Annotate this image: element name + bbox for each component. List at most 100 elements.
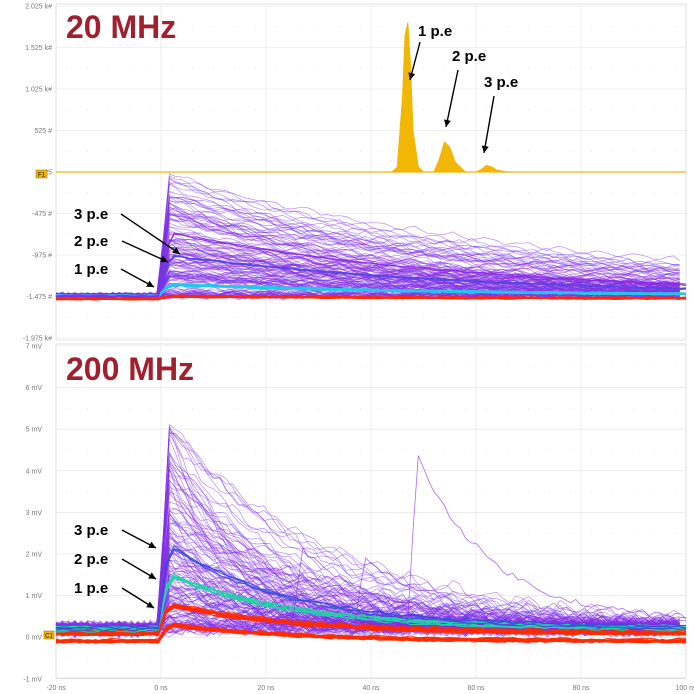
grid-dot xyxy=(633,316,634,318)
grid-dot xyxy=(318,109,319,111)
grid-dot xyxy=(66,26,67,28)
panel-title-200mhz: 200 MHz xyxy=(66,351,194,387)
grid-dot xyxy=(528,150,529,152)
grid-dot xyxy=(297,449,298,451)
grid-dot xyxy=(402,316,403,318)
grid-dot xyxy=(675,316,676,318)
grid-dot xyxy=(654,491,655,493)
grid-dot xyxy=(486,109,487,111)
grid-dot xyxy=(360,532,361,534)
grid-dot xyxy=(402,67,403,69)
channel-marker-c1: C1 xyxy=(43,630,55,640)
y-tick-label: -975 # xyxy=(32,253,52,260)
grid-dot xyxy=(612,150,613,152)
grid-dot xyxy=(528,491,529,493)
grid-dot xyxy=(591,532,592,534)
waveform-band-1pe xyxy=(55,603,687,633)
grid-dot xyxy=(318,657,319,659)
grid-dot xyxy=(360,26,361,28)
grid-dot xyxy=(108,407,109,409)
grid-dot xyxy=(234,192,235,194)
channel-marker-label: C1 xyxy=(45,634,53,640)
grid-dot xyxy=(318,316,319,318)
grid-dot xyxy=(255,491,256,493)
grid-dot xyxy=(129,657,130,659)
grid-dot xyxy=(654,407,655,409)
grid-dot xyxy=(339,657,340,659)
grid-dot xyxy=(108,192,109,194)
grid-dot xyxy=(234,366,235,368)
grid-dot xyxy=(108,532,109,534)
grid-dot xyxy=(339,366,340,368)
grid-dot xyxy=(633,407,634,409)
grid-dot xyxy=(486,192,487,194)
grid-dot xyxy=(633,449,634,451)
x-tick-label: 80 ns xyxy=(572,685,590,692)
grid-dot xyxy=(381,150,382,152)
grid-dot xyxy=(591,67,592,69)
grid-dot xyxy=(591,26,592,28)
grid-dot xyxy=(465,26,466,28)
x-tick-label: 60 ns xyxy=(467,685,485,692)
grid-dot xyxy=(360,192,361,194)
grid-dot xyxy=(108,150,109,152)
grid-dot xyxy=(129,366,130,368)
grid-dot xyxy=(444,532,445,534)
grid-dot xyxy=(486,26,487,28)
x-tick-label: 20 ns xyxy=(257,685,275,692)
y-tick-label: 4 mV xyxy=(26,468,43,475)
grid-dot xyxy=(675,109,676,111)
grid-dot xyxy=(549,574,550,576)
grid-dot xyxy=(318,67,319,69)
grid-dot xyxy=(633,491,634,493)
grid-dot xyxy=(234,67,235,69)
grid-dot xyxy=(654,574,655,576)
grid-dot xyxy=(423,532,424,534)
grid-dot xyxy=(507,109,508,111)
grid-dot xyxy=(192,316,193,318)
grid-dot xyxy=(528,26,529,28)
grid-dot xyxy=(66,67,67,69)
pe-annotation-label: 1 p.e xyxy=(74,580,108,597)
grid-dot xyxy=(465,657,466,659)
grid-dot xyxy=(528,407,529,409)
grid-dot xyxy=(339,407,340,409)
grid-dot xyxy=(150,657,151,659)
grid-dot xyxy=(108,275,109,277)
grid-dot xyxy=(297,233,298,235)
grid-dot xyxy=(423,491,424,493)
traces-20mhz xyxy=(55,173,687,301)
grid-dot xyxy=(66,491,67,493)
grid-dot xyxy=(675,491,676,493)
grid-dot xyxy=(234,449,235,451)
grid-dot xyxy=(654,449,655,451)
y-tick-label: 525 # xyxy=(34,128,52,135)
grid-dot xyxy=(612,67,613,69)
grid-dot xyxy=(87,26,88,28)
grid-dot xyxy=(276,657,277,659)
grid-dot xyxy=(654,657,655,659)
grid-dot xyxy=(66,657,67,659)
grid-dot xyxy=(549,26,550,28)
grid-dot xyxy=(360,407,361,409)
grid-dot xyxy=(129,449,130,451)
grid-dot xyxy=(612,491,613,493)
grid-dot xyxy=(591,657,592,659)
grid-dot xyxy=(402,233,403,235)
grid-dot xyxy=(507,491,508,493)
grid-dot xyxy=(570,233,571,235)
grid-dot xyxy=(297,150,298,152)
grid-dot xyxy=(675,150,676,152)
grid-dot xyxy=(150,407,151,409)
grid-dot xyxy=(192,109,193,111)
grid-dot xyxy=(381,316,382,318)
grid-dot xyxy=(381,233,382,235)
grid-dot xyxy=(339,316,340,318)
grid-dot xyxy=(150,192,151,194)
grid-dot xyxy=(87,192,88,194)
grid-dot xyxy=(150,366,151,368)
grid-dot xyxy=(423,192,424,194)
grid-dot xyxy=(255,109,256,111)
waveform-band-2pe xyxy=(55,577,686,633)
